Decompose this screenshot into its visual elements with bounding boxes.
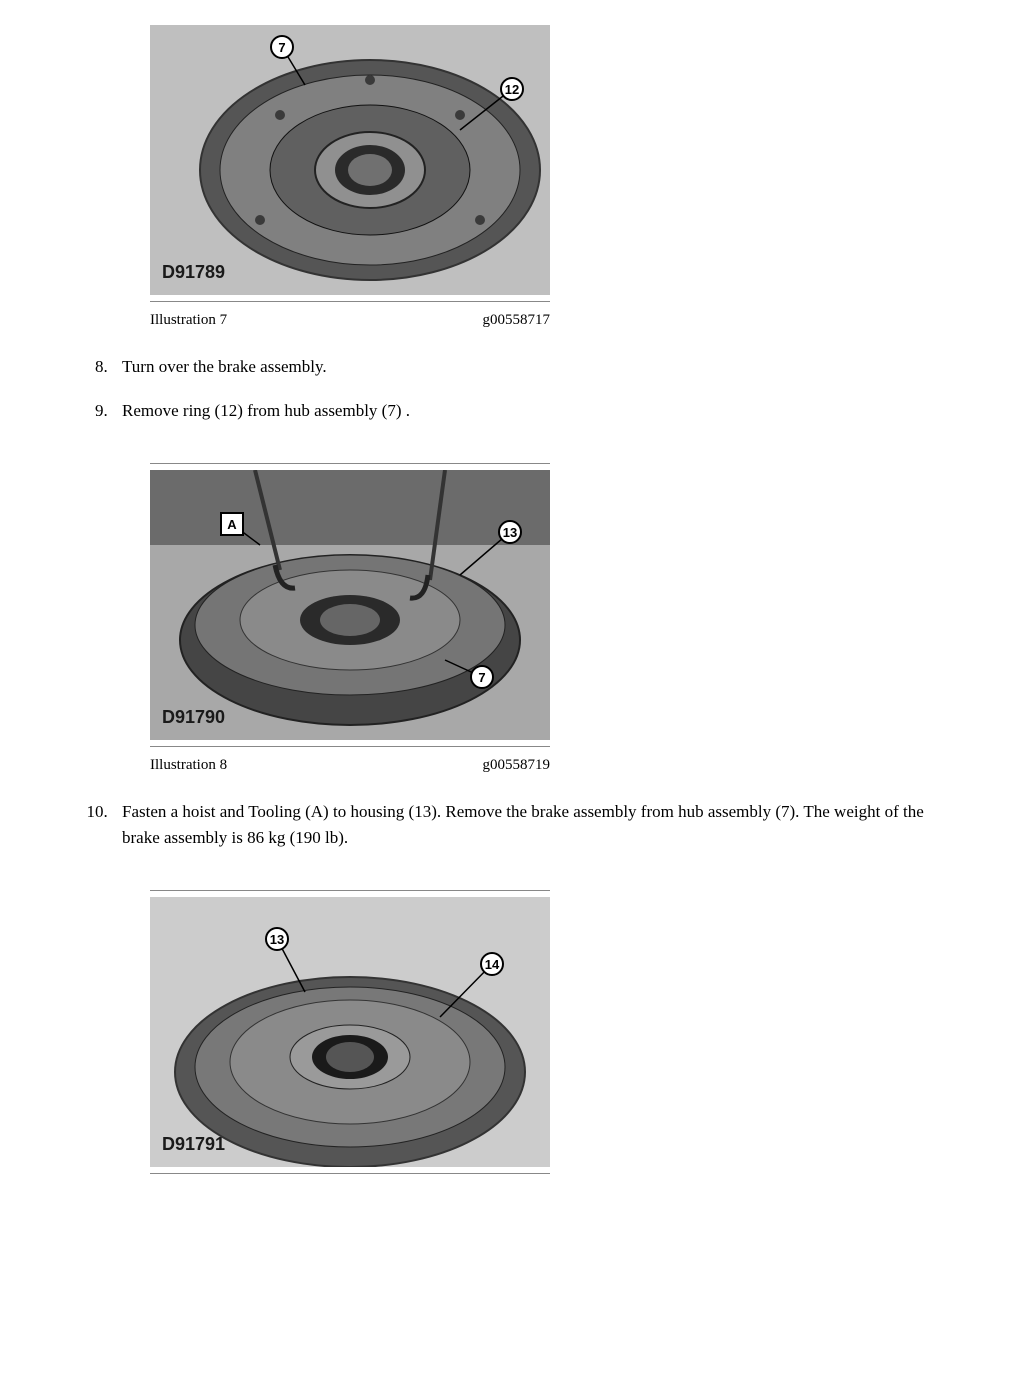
callout-text: 7 — [278, 40, 285, 55]
figure-divider — [150, 301, 550, 302]
figure-divider — [150, 890, 550, 891]
ref-code: g00558719 — [483, 757, 551, 774]
steps-8-9: Turn over the brake assembly. Remove rin… — [112, 354, 934, 423]
figure-9-block: 13 14 D91791 — [150, 890, 934, 1174]
callout-text: 7 — [478, 670, 485, 685]
figure-divider — [150, 746, 550, 747]
figure-divider — [150, 1173, 550, 1174]
step-9: Remove ring (12) from hub assembly (7) . — [112, 398, 934, 424]
figure-divider — [150, 463, 550, 464]
callout-number: 12 — [500, 77, 524, 101]
callout-text: 12 — [505, 82, 519, 97]
figure-7-caption: Illustration 7 g00558717 — [150, 312, 550, 329]
step-text: Fasten a hoist and Tooling (A) to housin… — [122, 802, 924, 847]
figure-8-caption: Illustration 8 g00558719 — [150, 757, 550, 774]
illustration-label: Illustration 8 — [150, 757, 227, 774]
callout-number: 7 — [470, 665, 494, 689]
callout-number: 13 — [265, 927, 289, 951]
figure-8-block: A 13 7 D91790 Illustration 8 g00558719 — [150, 463, 934, 774]
callout-number: 7 — [270, 35, 294, 59]
figure-9-image: 13 14 D91791 — [150, 897, 550, 1167]
step-text: Turn over the brake assembly. — [122, 357, 327, 376]
steps-10: Fasten a hoist and Tooling (A) to housin… — [112, 799, 934, 850]
callout-text: 14 — [485, 957, 499, 972]
callout-number: 13 — [498, 520, 522, 544]
illustration-label: Illustration 7 — [150, 312, 227, 329]
step-8: Turn over the brake assembly. — [112, 354, 934, 380]
callout-text: A — [227, 517, 236, 532]
step-text: Remove ring (12) from hub assembly (7) . — [122, 401, 410, 420]
callout-letter: A — [220, 512, 244, 536]
callout-text: 13 — [270, 932, 284, 947]
figure-8-image: A 13 7 D91790 — [150, 470, 550, 740]
callout-number: 14 — [480, 952, 504, 976]
image-id-label: D91789 — [162, 262, 225, 283]
ref-code: g00558717 — [483, 312, 551, 329]
figure-7-block: 7 12 D91789 Illustration 7 g00558717 — [150, 25, 934, 329]
image-id-label: D91791 — [162, 1134, 225, 1155]
step-10: Fasten a hoist and Tooling (A) to housin… — [112, 799, 934, 850]
figure-7-image: 7 12 D91789 — [150, 25, 550, 295]
image-id-label: D91790 — [162, 707, 225, 728]
callout-text: 13 — [503, 525, 517, 540]
